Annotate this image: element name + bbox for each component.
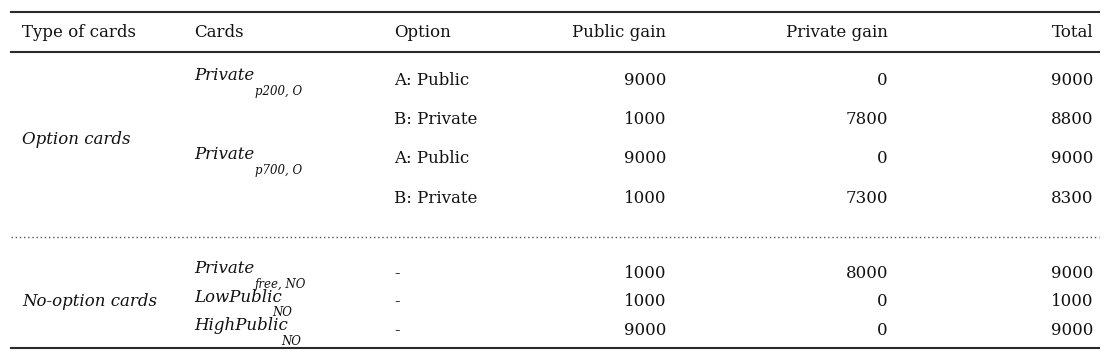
- Text: NO: NO: [272, 306, 292, 319]
- Text: 9000: 9000: [1051, 322, 1093, 339]
- Text: B: Private: B: Private: [394, 190, 477, 207]
- Text: 0: 0: [877, 293, 888, 310]
- Text: 9000: 9000: [1051, 72, 1093, 89]
- Text: LowPublic: LowPublic: [194, 289, 282, 306]
- Text: -: -: [394, 265, 400, 282]
- Text: p200, O: p200, O: [255, 85, 302, 98]
- Text: 1000: 1000: [624, 190, 666, 207]
- Text: 1000: 1000: [624, 293, 666, 310]
- Text: Cards: Cards: [194, 24, 244, 41]
- Text: Private gain: Private gain: [786, 24, 888, 41]
- Text: B: Private: B: Private: [394, 111, 477, 128]
- Text: p700, O: p700, O: [255, 164, 302, 176]
- Text: 9000: 9000: [624, 72, 666, 89]
- Text: Total: Total: [1051, 24, 1093, 41]
- Text: A: Public: A: Public: [394, 72, 470, 89]
- Text: 8800: 8800: [1051, 111, 1093, 128]
- Text: 0: 0: [877, 72, 888, 89]
- Text: Option: Option: [394, 24, 451, 41]
- Text: -: -: [394, 293, 400, 310]
- Text: 8000: 8000: [846, 265, 888, 282]
- Text: 9000: 9000: [624, 322, 666, 339]
- Text: NO: NO: [281, 335, 301, 348]
- Text: 1000: 1000: [624, 265, 666, 282]
- Text: free, NO: free, NO: [255, 278, 306, 291]
- Text: 1000: 1000: [1051, 293, 1093, 310]
- Text: Option cards: Option cards: [22, 131, 131, 148]
- Text: 7800: 7800: [846, 111, 888, 128]
- Text: Public gain: Public gain: [572, 24, 666, 41]
- Text: Private: Private: [194, 67, 254, 84]
- Text: 0: 0: [877, 150, 888, 167]
- Text: -: -: [394, 322, 400, 339]
- Text: 9000: 9000: [1051, 265, 1093, 282]
- Text: 7300: 7300: [846, 190, 888, 207]
- Text: 9000: 9000: [1051, 150, 1093, 167]
- Text: 9000: 9000: [624, 150, 666, 167]
- Text: HighPublic: HighPublic: [194, 317, 287, 334]
- Text: Private: Private: [194, 146, 254, 163]
- Text: 0: 0: [877, 322, 888, 339]
- Text: Private: Private: [194, 260, 254, 277]
- Text: No-option cards: No-option cards: [22, 293, 158, 310]
- Text: A: Public: A: Public: [394, 150, 470, 167]
- Text: Type of cards: Type of cards: [22, 24, 137, 41]
- Text: 8300: 8300: [1051, 190, 1093, 207]
- Text: 1000: 1000: [624, 111, 666, 128]
